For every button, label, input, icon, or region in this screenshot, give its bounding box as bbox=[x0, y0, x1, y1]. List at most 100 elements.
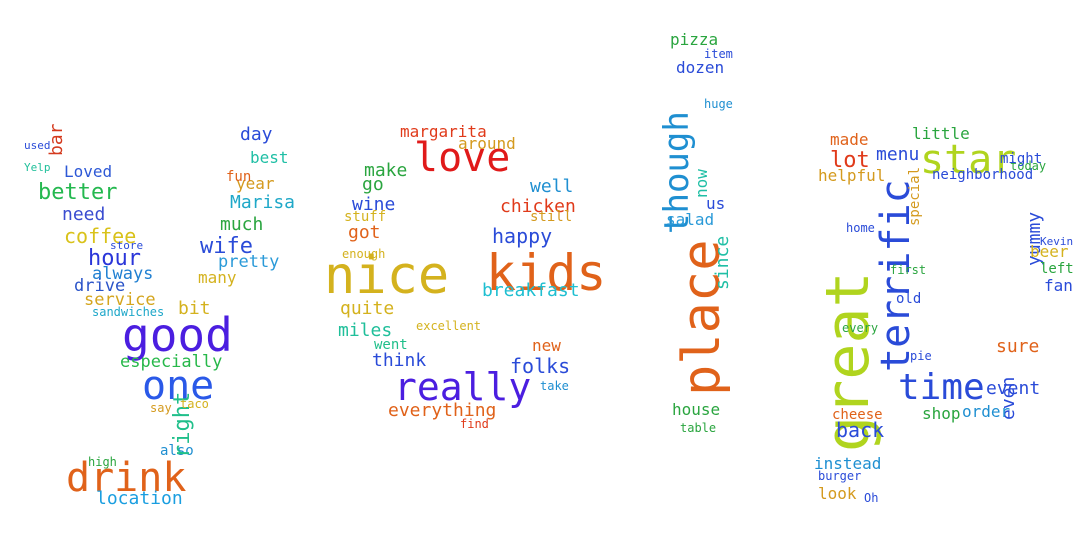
word-much: much bbox=[220, 214, 264, 235]
word-pie: pie bbox=[910, 349, 932, 363]
word-always: always bbox=[92, 264, 154, 284]
word-wine: wine bbox=[352, 194, 396, 215]
word-go: go bbox=[362, 174, 384, 195]
word-event: event bbox=[986, 378, 1041, 399]
word-folks: folks bbox=[510, 354, 571, 378]
word-taco: taco bbox=[180, 397, 209, 411]
word-well: well bbox=[530, 176, 574, 197]
word-item: item bbox=[704, 47, 733, 61]
word-us: us bbox=[706, 194, 726, 213]
word-bit: bit bbox=[178, 298, 211, 319]
word-Yelp: Yelp bbox=[24, 161, 51, 174]
word-happy: happy bbox=[492, 224, 553, 248]
word-little: little bbox=[912, 124, 970, 143]
word-neighborhood: neighborhood bbox=[932, 167, 1034, 183]
word-find: find bbox=[460, 417, 489, 431]
word-love: love bbox=[414, 135, 511, 181]
word-make: make bbox=[364, 160, 408, 181]
word-many: many bbox=[198, 268, 237, 287]
word-day: day bbox=[240, 124, 273, 145]
word-huge: huge bbox=[704, 97, 733, 111]
word-nice: nice bbox=[324, 246, 450, 306]
word-shop: shop bbox=[922, 404, 961, 423]
word-look: look bbox=[818, 484, 857, 503]
word-time: time bbox=[898, 367, 985, 408]
word-drink: drink bbox=[66, 455, 187, 501]
word-fan: fan bbox=[1044, 276, 1073, 295]
word-fun: fun bbox=[226, 169, 252, 185]
word-cheese: cheese bbox=[832, 407, 883, 423]
word-margarita: margarita bbox=[400, 122, 487, 141]
word-lot: lot bbox=[830, 148, 870, 173]
word-since: since bbox=[712, 235, 733, 290]
word-special: special bbox=[907, 166, 923, 226]
word-breakfast: breakfast bbox=[482, 280, 580, 301]
word-service: service bbox=[84, 290, 156, 310]
word-helpful: helpful bbox=[818, 166, 886, 185]
word-menu: menu bbox=[876, 144, 920, 165]
word-went: went bbox=[374, 337, 408, 353]
word-really: really bbox=[394, 365, 532, 409]
word-beer: beer bbox=[1030, 242, 1069, 261]
word-Kevin: Kevin bbox=[1040, 235, 1074, 248]
word-location: location bbox=[96, 488, 183, 509]
word-think: think bbox=[372, 350, 427, 371]
word-still: still bbox=[530, 209, 573, 225]
word-enough: enough bbox=[342, 247, 386, 261]
word-left: left bbox=[1040, 261, 1074, 277]
word-hour: hour bbox=[88, 246, 141, 271]
word-house: house bbox=[672, 400, 721, 419]
word-quite: quite bbox=[340, 298, 395, 319]
word-old: old bbox=[896, 291, 922, 307]
word-back: back bbox=[836, 418, 885, 442]
word-new: new bbox=[532, 336, 561, 355]
word-around: around bbox=[458, 134, 516, 153]
word-salad: salad bbox=[666, 210, 715, 229]
word-first: first bbox=[890, 263, 927, 277]
word-order: order bbox=[962, 402, 1011, 421]
word-sandwiches: sandwiches bbox=[92, 305, 165, 319]
word-home: home bbox=[846, 221, 875, 235]
word-now: now bbox=[692, 169, 711, 198]
word-star: star bbox=[920, 137, 1017, 183]
word-pretty: pretty bbox=[218, 252, 280, 272]
word-especially: especially bbox=[120, 352, 223, 372]
word-Loved: Loved bbox=[64, 162, 113, 181]
word-also: also bbox=[160, 443, 194, 459]
word-miles: miles bbox=[338, 320, 393, 341]
word-instead: instead bbox=[814, 454, 882, 473]
word-need: need bbox=[62, 204, 106, 225]
word-good: good bbox=[122, 308, 233, 362]
word-every: every bbox=[842, 321, 879, 335]
word-excellent: excellent bbox=[416, 319, 482, 333]
word-everything: everything bbox=[388, 400, 497, 421]
word-burger: burger bbox=[818, 469, 862, 483]
word-might: might bbox=[1000, 151, 1043, 167]
word-used: used bbox=[24, 139, 51, 152]
word-coffee: coffee bbox=[64, 224, 137, 248]
word-table: table bbox=[680, 421, 717, 435]
word-dozen: dozen bbox=[676, 58, 725, 77]
word-say: say bbox=[150, 401, 172, 415]
word-better: better bbox=[38, 180, 118, 205]
word-made: made bbox=[830, 130, 869, 149]
word-store: store bbox=[110, 239, 144, 252]
word-pizza: pizza bbox=[670, 30, 719, 49]
word-year: year bbox=[236, 174, 275, 193]
word-stuff: stuff bbox=[344, 209, 387, 225]
word-Marisa: Marisa bbox=[230, 192, 296, 213]
word-chicken: chicken bbox=[500, 196, 576, 217]
word-kids: kids bbox=[486, 244, 607, 302]
word-drive: drive bbox=[74, 276, 126, 296]
word-one: one bbox=[142, 363, 215, 409]
word-today: today bbox=[1010, 159, 1047, 173]
word-bar: bar bbox=[46, 123, 67, 156]
word-wife: wife bbox=[200, 234, 253, 259]
word-Oh: Oh bbox=[864, 491, 879, 505]
word-take: take bbox=[540, 379, 569, 393]
word-best: best bbox=[250, 148, 289, 167]
word-high: high bbox=[88, 455, 117, 469]
word-got: got bbox=[348, 222, 381, 243]
word-sure: sure bbox=[996, 336, 1040, 357]
